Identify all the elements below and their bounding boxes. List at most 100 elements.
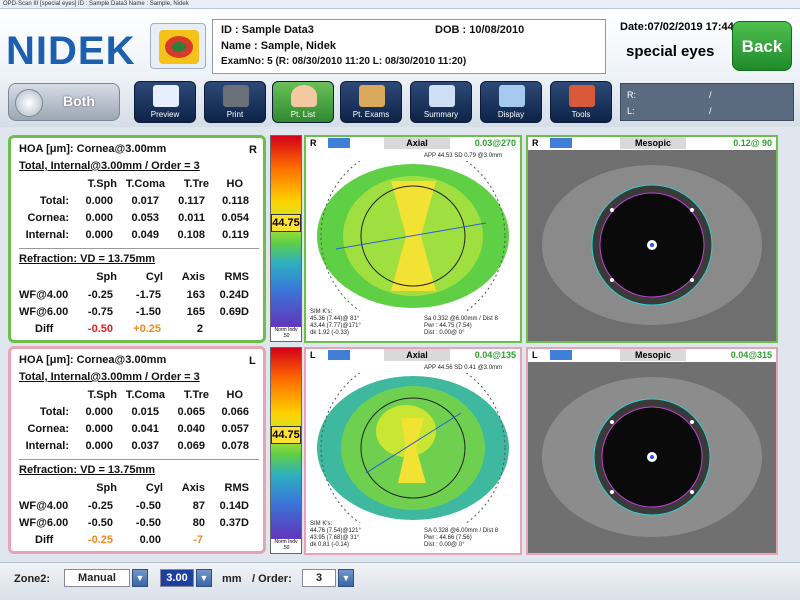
map-info: Sa 0.332 @6.00mm / Dist 8 <box>424 316 498 322</box>
hoa-header-row: T.Sph T.Coma T.Tre HO <box>11 178 261 193</box>
cell: 2 <box>196 323 203 335</box>
map-value: 0.03@270 <box>474 138 516 148</box>
eye-photo <box>528 150 776 341</box>
diff-row: Diff -0.25 0.00 -7 <box>11 534 261 549</box>
axial-map-right[interactable]: R Axial 0.03@270 APP 44.53 SD 0.79 @3.0m… <box>304 135 522 343</box>
cell: 0.078 <box>221 440 249 452</box>
map-title: Mesopic <box>620 137 686 149</box>
col-header: HO <box>226 178 244 190</box>
cell: 0.065 <box>177 406 205 418</box>
nidek-logo: NIDEK <box>6 29 136 73</box>
cell: -0.50 <box>87 517 113 529</box>
printer-icon <box>223 85 249 107</box>
cell: 0.000 <box>85 195 113 207</box>
table-row: WF@4.00 -0.25 -0.50 87 0.14D <box>11 500 261 515</box>
col-header: T.Tre <box>183 389 209 401</box>
table-row: WF@6.00 -0.50 -0.50 80 0.37D <box>11 517 261 532</box>
lr-status: R: / L: / <box>620 83 794 121</box>
mesopic-image-left[interactable]: L Mesopic 0.04@315 <box>526 347 778 555</box>
zone-dropdown[interactable]: Manual <box>64 569 130 587</box>
simk-value: 45.36 (7.44)@ 81° <box>310 316 360 322</box>
back-button[interactable]: Back <box>732 21 792 71</box>
simk-label: SIM K's: <box>310 521 333 527</box>
cell: -0.75 <box>87 306 113 318</box>
color-scale-right: 44.75 Norm Indv .50 <box>270 135 302 342</box>
patient-icon <box>291 85 317 107</box>
cell: 0.057 <box>221 423 249 435</box>
exam-date: Date:07/02/2019 17:44 <box>620 21 734 33</box>
divider <box>19 248 259 249</box>
cell: 0.000 <box>85 229 113 241</box>
table-row: Total: 0.000 0.017 0.117 0.118 <box>11 195 261 210</box>
col-header: RMS <box>224 482 249 494</box>
display-button[interactable]: Display <box>480 81 542 123</box>
pt-list-label: Pt. List <box>290 110 316 119</box>
hoa-panel-right: HOA [μm]: Cornea@3.00mm R Total, Interna… <box>8 135 266 343</box>
simk-value: dk 1.92 (-0.33) <box>310 330 350 336</box>
table-row: WF@6.00 -0.75 -1.50 165 0.69D <box>11 306 261 321</box>
preview-button[interactable]: Preview <box>134 81 196 123</box>
patient-name: Name : Sample, Nidek <box>221 40 336 52</box>
hoa-subtitle: Total, Internal@3.00mm / Order = 3 <box>19 160 200 172</box>
size-dropdown[interactable]: 3.00 <box>160 569 194 587</box>
hoa-header-row: T.Sph T.Coma T.Tre HO <box>11 389 261 404</box>
window-title: OPD-Scan III [special eyes] ID : Sample … <box>0 0 800 9</box>
tools-label: Tools <box>571 110 591 119</box>
cell: 0.69D <box>219 306 249 318</box>
tools-icon <box>569 85 595 107</box>
cell: 0.069 <box>177 440 205 452</box>
simk-value: dk 0.81 (-0.14) <box>310 542 350 548</box>
cell: 0.24D <box>219 289 249 301</box>
cell: 0.000 <box>85 440 113 452</box>
size-chevron-down-icon[interactable]: ▼ <box>196 569 212 587</box>
zone-label: Zone2: <box>14 573 51 585</box>
zone-chevron-down-icon[interactable]: ▼ <box>132 569 148 587</box>
cell: 0.053 <box>131 212 159 224</box>
summary-button[interactable]: Summary <box>410 81 472 123</box>
magnify-icon[interactable] <box>328 138 350 148</box>
tools-button[interactable]: Tools <box>550 81 612 123</box>
header: NIDEK ID : Sample Data3 DOB : 10/08/2010… <box>0 9 800 77</box>
patient-id: ID : Sample Data3 <box>221 24 314 36</box>
cell: -1.75 <box>135 289 161 301</box>
cell: 0.066 <box>221 406 249 418</box>
hoa-subtitle: Total, Internal@3.00mm / Order = 3 <box>19 371 200 383</box>
pt-exams-button[interactable]: Pt. Exams <box>340 81 402 123</box>
map-title: Mesopic <box>620 349 686 361</box>
table-row: Internal: 0.000 0.037 0.069 0.078 <box>11 440 261 455</box>
cell: 0.049 <box>131 229 159 241</box>
map-info: SA 0.328 @6.00mm / Dist 8 <box>424 528 499 534</box>
cell: -1.50 <box>135 306 161 318</box>
mesopic-image-right[interactable]: R Mesopic 0.12@ 90 <box>526 135 778 343</box>
row-label: Total: <box>39 195 69 207</box>
scale-center-value: 44.75 <box>271 214 301 232</box>
row-label: Internal: <box>25 229 69 241</box>
exams-icon <box>359 85 385 107</box>
magnify-icon[interactable] <box>550 350 572 360</box>
row-label: WF@4.00 <box>19 289 69 301</box>
hoa-title: HOA [μm]: Cornea@3.00mm <box>19 143 167 155</box>
patient-info: ID : Sample Data3 DOB : 10/08/2010 Name … <box>212 19 606 74</box>
pt-list-button[interactable]: Pt. List <box>272 81 334 123</box>
row-label: Internal: <box>25 440 69 452</box>
row-label: Cornea: <box>27 212 69 224</box>
app-text: APP 44.56 SD 0.41 @3.0mm <box>424 365 503 371</box>
both-toggle[interactable]: Both <box>8 83 120 121</box>
refraction-title: Refraction: VD = 13.75mm <box>19 464 156 476</box>
table-row: Cornea: 0.000 0.053 0.011 0.054 <box>11 212 261 227</box>
magnify-icon[interactable] <box>328 350 350 360</box>
map-value: 0.04@315 <box>730 350 772 360</box>
cell: 0.000 <box>85 212 113 224</box>
print-button[interactable]: Print <box>204 81 266 123</box>
axial-map-left[interactable]: L Axial 0.04@135 APP 44.56 SD 0.41 @3.0m… <box>304 347 522 555</box>
col-header: Sph <box>96 271 117 283</box>
col-header: T.Tre <box>183 178 209 190</box>
col-header: HO <box>226 389 244 401</box>
refraction-title: Refraction: VD = 13.75mm <box>19 253 156 265</box>
magnify-icon[interactable] <box>550 138 572 148</box>
cell: +0.25 <box>133 323 161 335</box>
order-chevron-down-icon[interactable]: ▼ <box>338 569 354 587</box>
cell: 0.041 <box>131 423 159 435</box>
map-side: R <box>532 138 539 148</box>
order-dropdown[interactable]: 3 <box>302 569 336 587</box>
